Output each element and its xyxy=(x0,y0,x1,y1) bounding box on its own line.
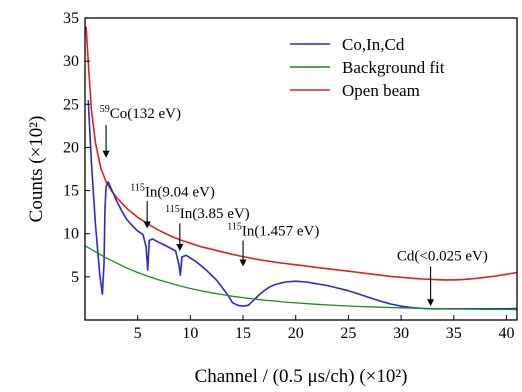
annotation-text: Co(132 eV) xyxy=(110,106,181,122)
annotation-text: Cd(<0.025 eV) xyxy=(397,248,488,264)
y-tick-label: 35 xyxy=(63,10,79,27)
x-tick-label: 35 xyxy=(446,325,462,342)
annotation-arrow-head xyxy=(176,243,184,251)
ticks-layer: 5 10 15 20 25 30 35 40 5 10 15 20 25 30 35 xyxy=(63,10,514,342)
annotation-text: In(1.457 eV) xyxy=(242,223,319,239)
annotation-layer: 59Co(132 eV)115In(9.04 eV)115In(3.85 eV)… xyxy=(100,104,488,307)
legend: Co,In,Cd Background fit Open beam xyxy=(290,35,445,100)
series-layer xyxy=(85,26,517,311)
annotation-arrow-head xyxy=(239,259,247,267)
annotation-label: Cd(<0.025 eV) xyxy=(397,248,488,264)
series-line-1 xyxy=(87,99,517,310)
x-tick-label: 40 xyxy=(498,325,514,342)
peak-annotation: 115In(9.04 eV) xyxy=(130,183,215,229)
x-tick-label: 10 xyxy=(182,325,198,342)
y-tick-label: 15 xyxy=(63,183,79,200)
x-tick-label: 25 xyxy=(340,325,356,342)
y-tick-label: 5 xyxy=(71,269,79,286)
annotation-isotope: 115 xyxy=(227,221,242,232)
legend-label-3: Open beam xyxy=(342,81,420,100)
y-tick-label: 25 xyxy=(63,96,79,113)
y-axis-label: Counts (×10²) xyxy=(26,116,47,223)
annotation-label: 59Co(132 eV) xyxy=(100,104,181,122)
annotation-isotope: 59 xyxy=(100,104,110,115)
y-tick-label: 30 xyxy=(63,53,79,70)
annotation-label: 115In(1.457 eV) xyxy=(227,221,319,239)
peak-annotation: Cd(<0.025 eV) xyxy=(397,248,488,307)
annotation-arrow-head xyxy=(427,299,435,307)
peak-annotation: 59Co(132 eV) xyxy=(100,104,181,158)
peak-annotation: 115In(3.85 eV) xyxy=(165,204,250,251)
annotation-arrow-head xyxy=(143,221,151,229)
series-line-3 xyxy=(85,26,517,281)
peak-annotation: 115In(1.457 eV) xyxy=(227,221,319,267)
x-tick-label: 15 xyxy=(235,325,251,342)
annotation-text: In(3.85 eV) xyxy=(180,206,250,222)
x-tick-label: 20 xyxy=(288,325,304,342)
x-tick-label: 30 xyxy=(393,325,409,342)
y-tick-label: 20 xyxy=(63,139,79,156)
plot-frame xyxy=(84,17,518,321)
plot-area: 5 10 15 20 25 30 35 40 5 10 15 20 25 30 35 59Co(132 eV… xyxy=(63,10,518,342)
annotation-isotope: 115 xyxy=(130,183,145,194)
series-line-2 xyxy=(85,245,517,311)
annotation-label: 115In(3.85 eV) xyxy=(165,204,250,222)
x-tick-label: 5 xyxy=(134,325,142,342)
annotation-label: 115In(9.04 eV) xyxy=(130,183,215,201)
x-axis-label: Channel / (0.5 μs/ch) (×10²) xyxy=(195,366,408,387)
annotation-isotope: 115 xyxy=(165,204,180,215)
annotation-text: In(9.04 eV) xyxy=(145,185,215,201)
annotation-arrow-head xyxy=(102,150,110,158)
legend-label-2: Background fit xyxy=(342,58,445,77)
y-tick-label: 10 xyxy=(63,226,79,243)
legend-label-1: Co,In,Cd xyxy=(342,35,405,54)
